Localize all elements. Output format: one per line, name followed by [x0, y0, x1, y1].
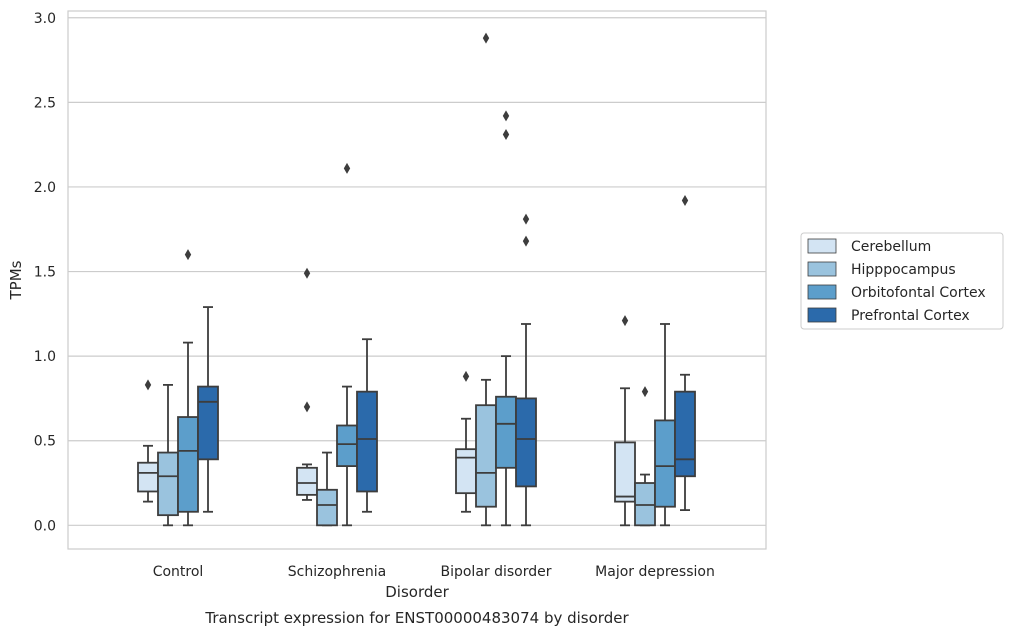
- outlier-point: [303, 401, 311, 413]
- outlier-point: [641, 386, 649, 398]
- legend-swatch: [807, 261, 837, 277]
- boxes: [137, 32, 696, 527]
- y-tick-label: 1.0: [34, 349, 56, 365]
- y-tick-labels: 0.0 0.5 1.0 1.5 2.0 2.5 3.0: [34, 11, 56, 535]
- outlier-point: [502, 110, 510, 122]
- y-tick-label: 1.5: [34, 265, 56, 281]
- outlier-point: [522, 213, 530, 225]
- box-body: [137, 461, 159, 493]
- legend-label: Prefrontal Cortex: [851, 308, 970, 324]
- legend-label: Orbitofontal Cortex: [851, 285, 986, 301]
- y-tick-label: 0.0: [34, 518, 56, 534]
- box-body: [475, 404, 497, 508]
- legend-swatch: [807, 284, 837, 300]
- legend-label: Hipppocampus: [851, 262, 956, 278]
- x-tick-label: Bipolar disorder: [440, 564, 551, 580]
- box-prefrontal-cortex-3: [674, 194, 696, 511]
- box-prefrontal-cortex-0: [197, 306, 219, 513]
- outlier-point: [184, 249, 192, 261]
- box-body: [296, 466, 318, 496]
- outlier-point: [621, 315, 629, 327]
- box-body: [356, 390, 378, 493]
- outlier-point: [462, 370, 470, 382]
- box-hipppocampus-1: [316, 451, 338, 527]
- x-axis-label: Disorder: [385, 583, 449, 601]
- box-body: [614, 441, 636, 503]
- y-tick-label: 3.0: [34, 11, 56, 27]
- y-tick-label: 0.5: [34, 434, 56, 450]
- legend-swatch: [807, 238, 837, 254]
- box-hipppocampus-0: [157, 383, 179, 527]
- outlier-point: [482, 32, 490, 44]
- box-body: [654, 419, 676, 508]
- outlier-point: [681, 194, 689, 206]
- box-orbitofontal-cortex-2: [495, 110, 517, 527]
- y-axis-label: TPMs: [7, 260, 25, 300]
- box-body: [316, 488, 338, 527]
- outlier-point: [303, 267, 311, 279]
- figure-caption: Transcript expression for ENST0000048307…: [204, 609, 629, 627]
- box-cerebellum-0: [137, 379, 159, 503]
- box-body: [336, 424, 358, 468]
- legend-label: Cerebellum: [851, 239, 931, 255]
- legend-swatch: [807, 307, 837, 323]
- box-cerebellum-1: [296, 267, 318, 501]
- outlier-point: [144, 379, 152, 391]
- box-body: [674, 390, 696, 478]
- outlier-point: [343, 162, 351, 174]
- y-tick-label: 2.0: [34, 180, 56, 196]
- box-orbitofontal-cortex-0: [177, 249, 199, 527]
- box-cerebellum-2: [455, 370, 477, 513]
- legend: Cerebellum Hipppocampus Orbitofontal Corte…: [800, 232, 1004, 330]
- outlier-point: [522, 235, 530, 247]
- plot-frame: [67, 10, 767, 550]
- box-body: [455, 448, 477, 495]
- box-orbitofontal-cortex-1: [336, 162, 358, 527]
- x-tick-label: Major depression: [595, 564, 715, 580]
- outlier-point: [502, 129, 510, 141]
- box-prefrontal-cortex-2: [515, 213, 537, 527]
- box-body: [157, 451, 179, 517]
- box-hipppocampus-3: [634, 386, 656, 527]
- legend-frame: [800, 232, 1004, 330]
- box-body: [515, 397, 537, 488]
- x-tick-label: Control: [153, 564, 204, 580]
- box-hipppocampus-2: [475, 32, 497, 527]
- box-cerebellum-3: [614, 315, 636, 527]
- box-body: [177, 416, 199, 513]
- box-orbitofontal-cortex-3: [654, 323, 676, 527]
- x-tick-labels: Control Schizophrenia Bipolar disorder Majo…: [153, 564, 715, 580]
- y-tick-label: 2.5: [34, 95, 56, 111]
- box-body: [495, 395, 517, 469]
- x-tick-label: Schizophrenia: [288, 564, 386, 580]
- box-body: [197, 385, 219, 461]
- box-prefrontal-cortex-1: [356, 338, 378, 513]
